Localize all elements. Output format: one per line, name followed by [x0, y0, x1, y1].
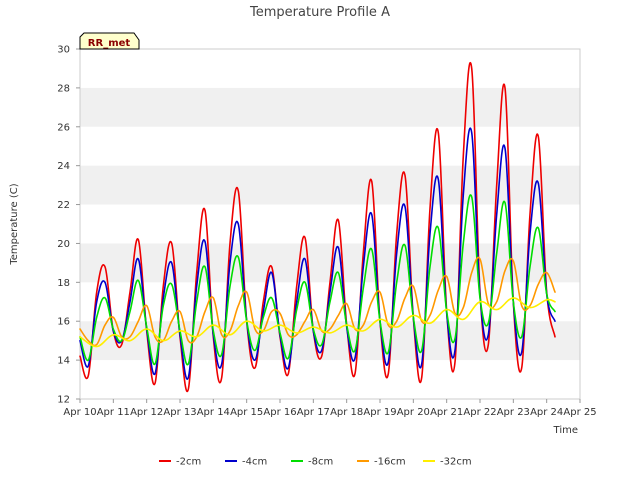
legend-label: -16cm — [374, 457, 406, 468]
y-tick-label: 26 — [57, 122, 70, 133]
series-line-minus-16cm — [79, 256, 556, 347]
legend-label: -4cm — [242, 457, 267, 468]
x-tick-label: Apr 18 — [330, 407, 363, 418]
site-badge-shape — [79, 32, 140, 50]
y-tick-label: 14 — [57, 356, 70, 367]
grid-bands — [80, 87, 580, 361]
site-badge: RR_met — [79, 32, 140, 50]
legend-label: -32cm — [440, 457, 472, 468]
y-tick-label: 18 — [57, 278, 70, 289]
grid-band — [80, 165, 580, 205]
x-tick-label: Apr 21 — [430, 407, 463, 418]
y-axis-label: Temperature (C) — [9, 183, 20, 265]
y-tick-label: 16 — [57, 317, 70, 328]
y-tick-label: 28 — [57, 83, 70, 94]
y-tick-label: 12 — [57, 395, 70, 406]
y-tick-label: 20 — [57, 239, 70, 250]
x-tick-label: Apr 13 — [163, 407, 196, 418]
y-tick-label: 24 — [57, 161, 70, 172]
legend-label: -8cm — [308, 457, 333, 468]
plot-area-frame — [79, 48, 581, 400]
y-tick-label: 22 — [57, 200, 70, 211]
x-axis-label: Time — [553, 425, 578, 436]
series-layer — [79, 61, 556, 393]
x-tick-label: Apr 17 — [297, 407, 330, 418]
x-axis-ticks: Apr 10 Apr 11 Apr 12 Apr 13 Apr 14 Apr 15 Apr … — [63, 399, 597, 418]
x-tick-label: Apr 24 — [530, 407, 563, 418]
grid-band — [80, 321, 580, 361]
legend-label: -2cm — [176, 457, 201, 468]
series-line-minus-8cm — [79, 194, 556, 366]
x-tick-label: Apr 10 — [63, 407, 96, 418]
site-badge-text: RR_met — [88, 38, 131, 49]
series-line-minus-32cm — [79, 297, 556, 348]
legend: -2cm -4cm -8cm -16cm -32cm — [159, 457, 472, 468]
x-tick-label: Apr 23 — [497, 407, 530, 418]
series-line-minus-2cm — [79, 61, 556, 393]
x-tick-label: Apr 15 — [230, 407, 263, 418]
y-axis-ticks: 12 14 16 18 20 22 24 26 28 30 — [57, 45, 80, 406]
x-tick-label: Apr 19 — [363, 407, 396, 418]
y-tick-label: 30 — [57, 45, 70, 56]
grid-band — [80, 87, 580, 127]
x-tick-label: Apr 22 — [463, 407, 496, 418]
x-tick-label: Apr 20 — [397, 407, 430, 418]
chart-title: Temperature Profile A — [249, 5, 390, 20]
x-tick-label: Apr 14 — [197, 407, 230, 418]
x-tick-label: Apr 25 — [563, 407, 596, 418]
x-tick-label: Apr 11 — [97, 407, 130, 418]
x-tick-label: Apr 16 — [263, 407, 296, 418]
x-tick-label: Apr 12 — [130, 407, 163, 418]
